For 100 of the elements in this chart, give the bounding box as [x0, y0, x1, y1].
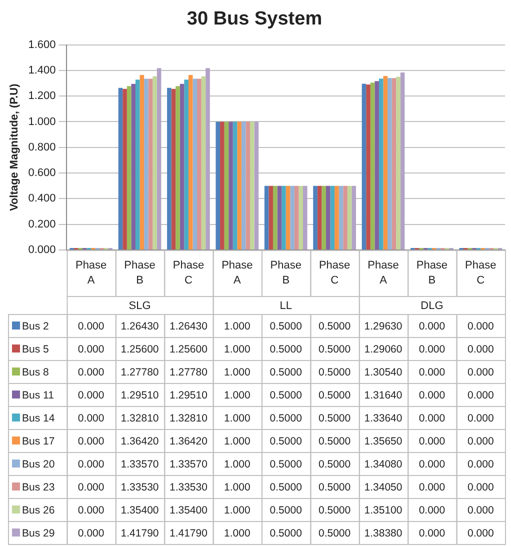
bar — [237, 122, 242, 250]
legend-label: Bus 29 — [22, 527, 55, 540]
bar — [277, 186, 282, 250]
bar — [303, 186, 308, 250]
x-tick-label: Phase B — [124, 260, 156, 287]
data-label: 1.35100 — [364, 504, 402, 516]
y-axis-title: Voltage Magnitude, (P.U) — [8, 83, 21, 212]
data-label: 0.000 — [78, 504, 104, 516]
x-tick-label: Phase B — [270, 260, 302, 287]
data-label: 0.000 — [78, 366, 104, 378]
x-tick-label: Phase A — [75, 260, 107, 287]
legend-label: Bus 2 — [22, 320, 50, 332]
data-label: 1.38380 — [364, 527, 402, 540]
text: LL — [280, 300, 292, 312]
data-label: 1.26430 — [169, 320, 208, 332]
bar — [167, 88, 172, 250]
bar — [392, 78, 396, 250]
data-label: 1.33530 — [120, 481, 159, 494]
bar — [216, 122, 220, 250]
x-tick-label: Phase C — [172, 260, 204, 287]
data-label: 0.000 — [468, 504, 494, 516]
bar — [347, 186, 352, 250]
data-label: 0.5000 — [318, 320, 351, 332]
bar — [298, 186, 304, 250]
data-label: 0.5000 — [318, 458, 351, 470]
data-label: 0.000 — [418, 320, 446, 332]
data-label: 1.34080 — [364, 458, 402, 470]
data-label: 1.29060 — [364, 343, 402, 356]
bar — [383, 76, 388, 250]
data-label: 0.5000 — [318, 366, 351, 378]
x-tick-label: Phase C — [465, 260, 496, 287]
data-label: 1.35400 — [169, 504, 208, 516]
y-tick-label: 1.600 — [28, 38, 56, 51]
data-label: 1.34050 — [364, 481, 402, 494]
bar — [343, 186, 348, 250]
data-label: 1.31640 — [364, 389, 402, 402]
legend-label: Bus 26 — [22, 504, 55, 516]
bar — [171, 88, 176, 250]
data-label: 0.000 — [468, 458, 494, 470]
bar — [126, 86, 132, 250]
data-label: 1.27780 — [169, 366, 208, 378]
data-label: 0.000 — [468, 366, 494, 378]
data-label: 0.000 — [78, 481, 104, 494]
data-label: 1.36420 — [120, 435, 159, 448]
data-label: 0.000 — [468, 389, 494, 402]
data-label: 0.000 — [78, 412, 104, 424]
bar — [118, 88, 123, 250]
bar — [246, 122, 250, 250]
data-label: 1.000 — [224, 366, 250, 378]
data-label: 1.000 — [224, 527, 250, 540]
bar — [366, 84, 370, 250]
data-label: 0.5000 — [318, 343, 351, 356]
data-label: 1.32810 — [169, 412, 208, 424]
legend-label: Bus 5 — [22, 343, 50, 356]
bar — [254, 122, 259, 250]
bar — [188, 75, 193, 250]
data-label: 0.000 — [418, 458, 446, 470]
data-label: 0.000 — [468, 435, 494, 448]
data-label: 0.000 — [78, 343, 104, 356]
data-label: 1.000 — [224, 458, 250, 470]
x-tick-label: Phase C — [318, 260, 350, 287]
bar — [241, 122, 246, 250]
legend-label: Bus 17 — [22, 435, 55, 448]
bar — [378, 78, 384, 250]
text: DLG — [420, 300, 444, 312]
data-label: 0.000 — [78, 389, 104, 402]
data-label: 1.36420 — [169, 435, 208, 448]
data-label: 0.5000 — [270, 389, 302, 402]
data-label: 1.33570 — [169, 458, 208, 470]
bar — [148, 78, 153, 250]
bar — [290, 186, 294, 250]
bar — [282, 186, 286, 250]
data-label: 0.000 — [418, 343, 446, 356]
data-label: 1.33570 — [120, 458, 159, 470]
y-tick-label: 0.600 — [28, 167, 56, 180]
data-label: 0.000 — [468, 320, 494, 332]
data-label: 0.5000 — [270, 435, 302, 448]
bar — [374, 81, 379, 250]
data-label: 1.000 — [224, 389, 250, 402]
chart-title: 30 Bus System — [186, 8, 322, 30]
data-label: 1.000 — [224, 343, 250, 356]
y-tick-label: 1.000 — [28, 116, 56, 128]
bar — [250, 122, 254, 250]
bar — [322, 186, 326, 250]
data-label: 0.000 — [468, 527, 494, 540]
data-label: 0.5000 — [270, 527, 302, 540]
data-label: 1.000 — [224, 320, 250, 332]
data-label: 0.5000 — [270, 320, 302, 332]
y-tick-label: 0.400 — [28, 192, 56, 205]
data-label: 0.000 — [418, 412, 446, 424]
data-label: 0.5000 — [270, 412, 302, 424]
bar — [144, 78, 148, 250]
data-label: 0.000 — [418, 389, 446, 402]
bar — [400, 72, 405, 250]
bar — [396, 76, 400, 250]
data-label: 0.5000 — [318, 504, 351, 516]
data-label: 0.000 — [78, 527, 104, 540]
bar — [192, 78, 198, 250]
legend-label: Bus 11 — [22, 389, 54, 402]
data-label: 0.5000 — [318, 412, 351, 424]
